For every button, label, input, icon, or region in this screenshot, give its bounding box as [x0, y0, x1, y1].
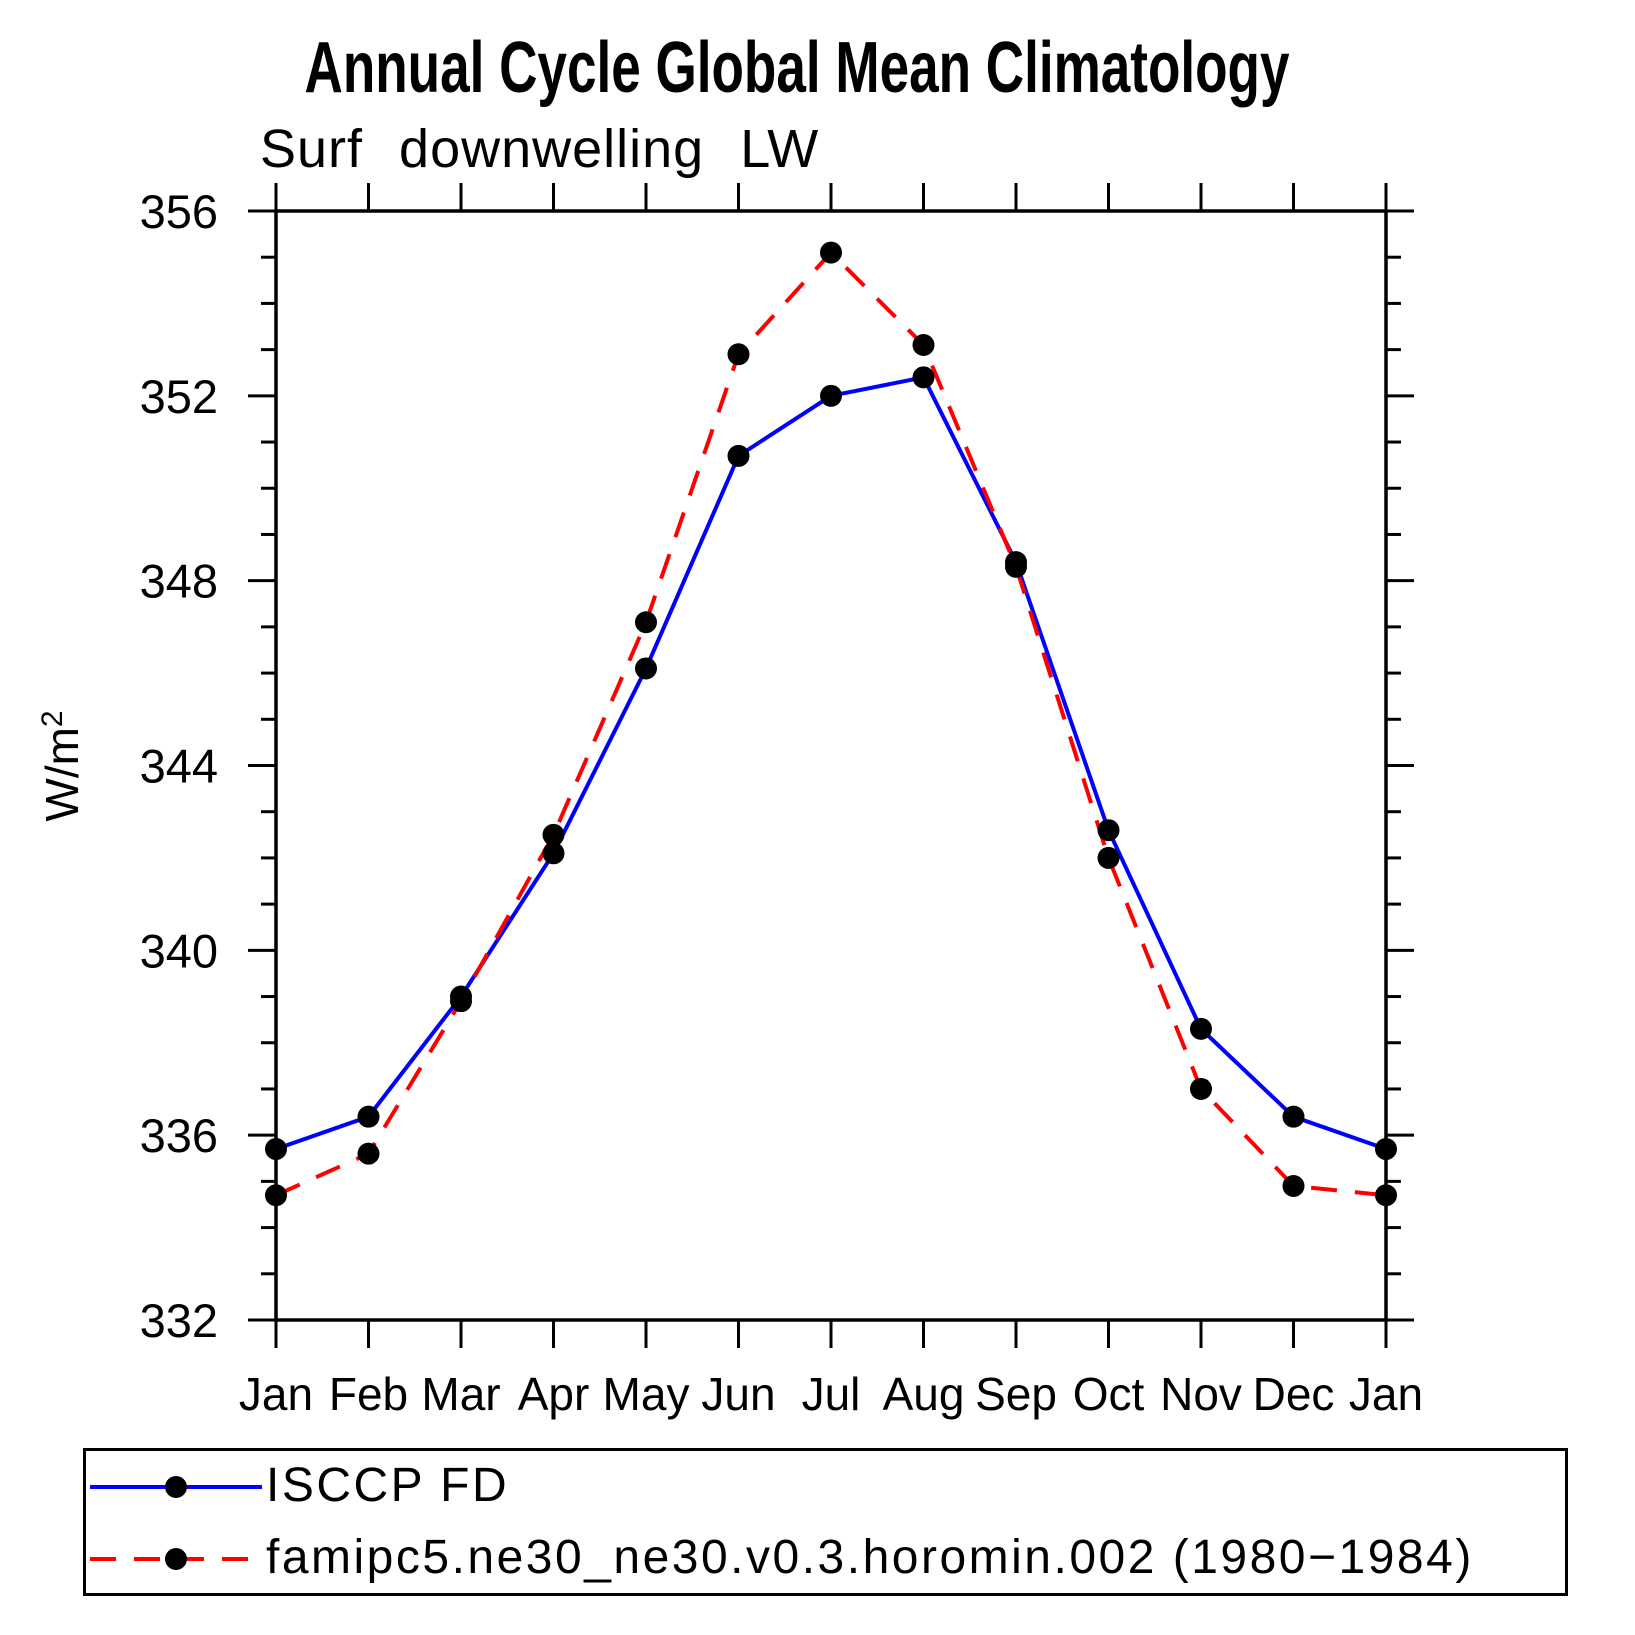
data-point [820, 384, 842, 407]
y-tick-label: 356 [140, 185, 218, 238]
legend-item: ISCCP FD [86, 1450, 1565, 1522]
data-point [357, 1142, 380, 1165]
y-axis-title: W/m2 [36, 710, 88, 821]
data-point [635, 657, 657, 680]
y-tick-label: 336 [140, 1109, 218, 1162]
data-point [912, 334, 935, 357]
data-point [1097, 846, 1120, 869]
x-tick-label: Sep [975, 1368, 1057, 1420]
x-tick-label: Oct [1073, 1368, 1145, 1420]
data-point [727, 444, 750, 467]
x-tick-label: May [603, 1368, 690, 1420]
data-point [357, 1105, 380, 1128]
y-tick-label: 348 [140, 555, 218, 608]
y-tick-label: 352 [140, 370, 218, 423]
chart-subtitle: Surf downwelling LW [260, 119, 819, 179]
data-point [727, 343, 750, 366]
x-tick-label: Jun [701, 1368, 775, 1420]
data-point [542, 823, 565, 846]
data-point [265, 1138, 287, 1161]
data-point [1097, 819, 1120, 842]
y-tick-label: 344 [140, 740, 218, 793]
legend-line-sample-solid [90, 1476, 262, 1498]
legend-item: famipc5.ne30_ne30.v0.3.horomin.002 (1980… [86, 1522, 1565, 1594]
x-tick-label: Dec [1253, 1368, 1335, 1420]
data-point [1375, 1138, 1397, 1161]
chart-layer: Jan Feb Mar Apr May Jun Jul Aug Sep Oct Nov Dec Jan 3… [36, 183, 1423, 1420]
x-tick-label: Jan [1349, 1368, 1423, 1420]
data-point [912, 366, 935, 389]
data-point [1005, 555, 1027, 578]
data-point [820, 241, 842, 264]
legend-marker-dot-icon [165, 1548, 187, 1570]
axis-frame [274, 209, 1388, 1322]
legend-label: ISCCP FD [266, 1459, 510, 1512]
legend-label: famipc5.ne30_ne30.v0.3.horomin.002 (1980… [266, 1531, 1474, 1584]
data-point [1190, 1017, 1212, 1040]
legend: ISCCP FD famipc5.ne30_ne30.v0.3.horomin.… [83, 1448, 1568, 1596]
x-tick-label: Feb [329, 1368, 408, 1420]
data-point [450, 990, 472, 1013]
data-point [542, 842, 565, 865]
x-tick-label: Apr [518, 1368, 590, 1420]
legend-marker-dot-icon [165, 1476, 187, 1498]
x-tick-label: Aug [883, 1368, 965, 1420]
data-point [635, 611, 657, 634]
legend-line-sample-dashed [90, 1548, 262, 1570]
y-tick-label: 332 [140, 1294, 218, 1347]
y-tick-label: 340 [140, 924, 218, 977]
chart-title: Annual Cycle Global Mean Climatology [305, 28, 1290, 108]
x-tick-label: Jan [239, 1368, 313, 1420]
x-tick-label: Nov [1160, 1368, 1242, 1420]
x-tick-label: Jul [802, 1368, 861, 1420]
x-tick-label: Mar [421, 1368, 500, 1420]
data-point [1375, 1184, 1397, 1207]
data-point [1282, 1105, 1305, 1128]
data-point [1190, 1077, 1212, 1100]
data-point [265, 1184, 287, 1207]
data-point [1282, 1174, 1305, 1197]
